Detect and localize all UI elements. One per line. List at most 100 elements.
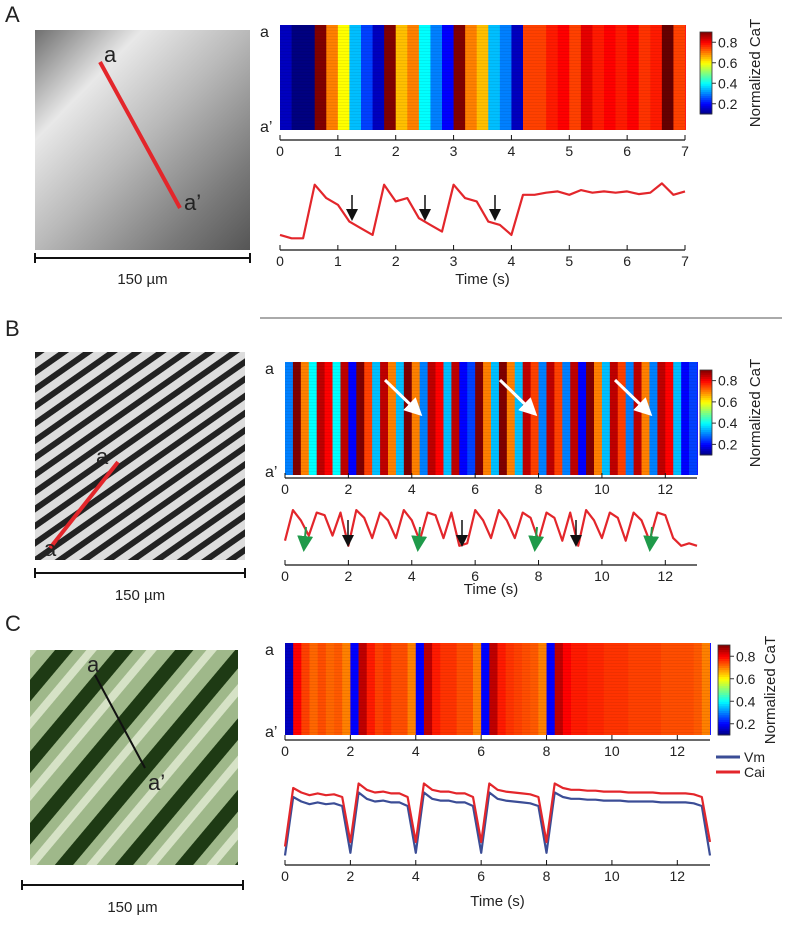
colorbar-segment — [718, 678, 730, 682]
colorbar-tick-label: 0.4 — [718, 75, 738, 91]
colorbar-segment — [718, 676, 730, 680]
x-tick-label: 2 — [346, 743, 354, 759]
scan-line — [48, 460, 120, 550]
colorbar-frame — [717, 644, 731, 736]
colorbar-segment — [700, 70, 712, 74]
colorbar-segment — [718, 672, 730, 675]
x-tick-label: 3 — [450, 143, 458, 159]
heatmap-texture — [285, 362, 697, 475]
colorbar-segment — [718, 690, 730, 693]
colorbar-segment — [718, 699, 730, 702]
colorbar-segment — [700, 105, 712, 109]
x-tick-label: 10 — [604, 868, 620, 884]
legend-label: Vm — [744, 749, 765, 765]
colorbar-segment — [718, 660, 730, 664]
colorbar-segment — [700, 395, 712, 399]
trace — [279, 182, 686, 240]
colorbar-segment — [700, 50, 712, 53]
heatmap-row-end: a’ — [265, 724, 277, 741]
colorbar-segment — [700, 444, 712, 447]
colorbar-tick-label: 0.2 — [736, 716, 756, 732]
colorbar-segment — [700, 52, 712, 56]
colorbar-segment — [700, 91, 712, 94]
colorbar-segment — [700, 427, 712, 430]
colorbar-tick-label: 0.6 — [736, 671, 756, 687]
x-tick-label: 12 — [658, 481, 674, 497]
colorbar-segment — [718, 647, 730, 650]
colorbar-segment — [700, 438, 712, 441]
colorbar-segment — [700, 73, 712, 76]
colorbar-segment — [718, 687, 730, 691]
colorbar-segment — [718, 663, 730, 666]
arrow — [383, 378, 423, 417]
colorbar-segment — [718, 726, 730, 729]
colorbar-segment — [700, 380, 712, 384]
colorbar-segment — [700, 418, 712, 422]
colorbar-segment — [700, 433, 712, 437]
heatmap-column — [710, 643, 711, 735]
annotation-arrows — [297, 195, 660, 552]
colorbar-segment — [700, 391, 712, 394]
x-tick-label: 12 — [670, 868, 686, 884]
colorbar-segment — [700, 34, 712, 37]
colorbar-segment — [700, 410, 712, 413]
colorbar-segment — [700, 429, 712, 433]
x-tick-label: 6 — [477, 743, 485, 759]
x-tick-label: 10 — [594, 568, 610, 584]
arrow — [613, 378, 653, 417]
scan-line-end: a’ — [148, 770, 165, 795]
colorbar-segment — [718, 665, 730, 668]
x-tick-label: 8 — [543, 868, 551, 884]
colorbar-segment — [700, 32, 712, 35]
colorbar-tick-label: 0.6 — [718, 394, 738, 410]
x-tick-label: 10 — [594, 481, 610, 497]
colorbar-segment — [700, 423, 712, 426]
heatmap-row-end: a’ — [260, 119, 272, 136]
colorbar-segment — [718, 710, 730, 713]
heatmap-row-start: a — [260, 24, 269, 41]
x-tick-label: 4 — [508, 253, 516, 269]
legend-label: Cai — [744, 764, 765, 780]
colorbar-segment — [700, 107, 712, 111]
x-tick-label: 0 — [276, 143, 284, 159]
colorbar-segment — [718, 732, 730, 736]
colorbar-segment — [718, 696, 730, 700]
arrow — [498, 378, 538, 417]
x-tick-label: 6 — [623, 253, 631, 269]
scale-bar-label: 150 µm — [115, 587, 165, 604]
x-tick-label: 12 — [670, 743, 686, 759]
colorbar-segment — [718, 669, 730, 673]
x-tick-label: 4 — [508, 143, 516, 159]
x-tick-label: 0 — [281, 743, 289, 759]
colorbar-segment — [700, 68, 712, 72]
colorbar-segment — [700, 62, 712, 66]
x-tick-label: 0 — [276, 253, 284, 269]
colorbar-segment — [700, 46, 712, 49]
colorbar-segment — [700, 103, 712, 107]
x-tick-label: 6 — [477, 868, 485, 884]
colorbar-segment — [700, 399, 712, 403]
heatmap-texture — [285, 643, 710, 735]
colorbar-tick-label: 0.2 — [718, 436, 738, 452]
colorbar-segment — [718, 712, 730, 716]
x-tick-label: 7 — [681, 253, 689, 269]
colorbar-segment — [700, 442, 712, 445]
colorbar-label: Normalized CaT — [747, 19, 764, 127]
x-axis-label: Time (s) — [464, 581, 518, 598]
colorbar-segment — [700, 111, 712, 115]
trace — [283, 509, 698, 547]
x-tick-label: 2 — [392, 143, 400, 159]
colorbar-segment — [700, 412, 712, 416]
scale-bar-label: 150 µm — [107, 899, 157, 916]
colorbar-segment — [700, 406, 712, 409]
colorbar-segment — [700, 75, 712, 78]
colorbar-segment — [718, 705, 730, 709]
colorbar-segment — [700, 60, 712, 64]
colorbar-tick-label: 0.8 — [718, 34, 738, 50]
colorbar-segment — [700, 87, 712, 90]
x-tick-label: 4 — [408, 481, 416, 497]
colorbar-segment — [718, 719, 730, 722]
heatmap-row-start: a — [265, 361, 274, 378]
x-tick-label: 10 — [604, 743, 620, 759]
